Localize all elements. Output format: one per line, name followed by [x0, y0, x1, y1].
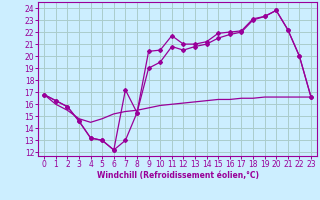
X-axis label: Windchill (Refroidissement éolien,°C): Windchill (Refroidissement éolien,°C) — [97, 171, 259, 180]
